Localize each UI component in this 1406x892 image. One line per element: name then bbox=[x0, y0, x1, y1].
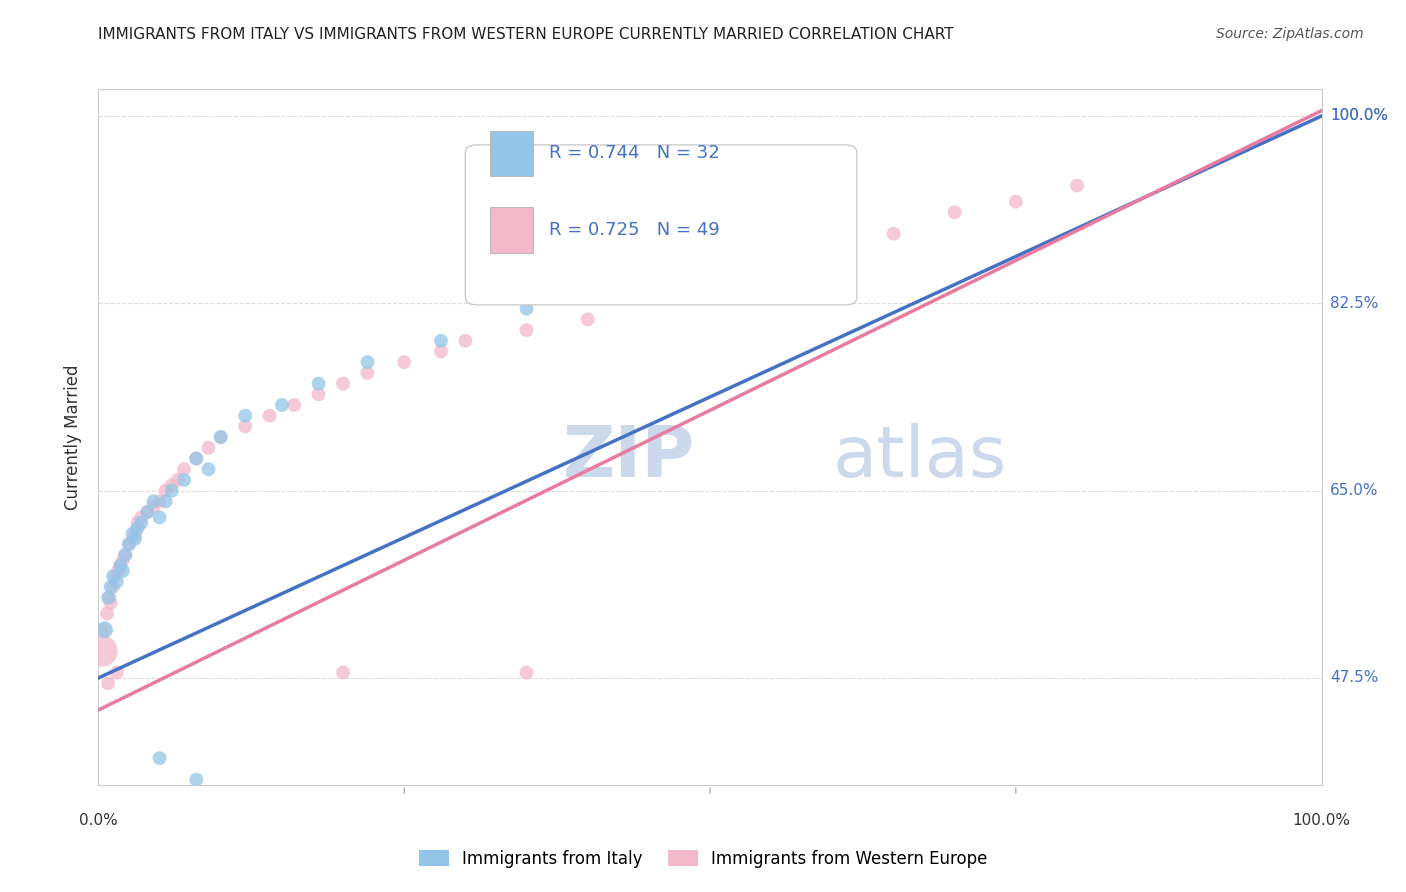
Point bbox=[356, 355, 378, 369]
Point bbox=[149, 494, 172, 508]
Point bbox=[124, 532, 146, 546]
Point bbox=[118, 537, 141, 551]
Point bbox=[97, 676, 120, 690]
Point bbox=[93, 623, 115, 637]
Point bbox=[160, 483, 183, 498]
Text: R = 0.725   N = 49: R = 0.725 N = 49 bbox=[548, 220, 720, 239]
Point bbox=[233, 419, 256, 434]
Point bbox=[516, 665, 538, 680]
Point bbox=[124, 526, 146, 541]
Point bbox=[209, 430, 232, 444]
Point bbox=[149, 751, 172, 765]
Point bbox=[105, 665, 128, 680]
Point bbox=[167, 473, 190, 487]
Point bbox=[100, 596, 122, 610]
Point bbox=[110, 558, 132, 573]
Point bbox=[516, 323, 538, 337]
Point bbox=[173, 462, 195, 476]
Text: 100.0%: 100.0% bbox=[1330, 109, 1388, 123]
Point bbox=[173, 473, 195, 487]
Point bbox=[155, 494, 177, 508]
Point bbox=[127, 521, 149, 535]
Point bbox=[821, 237, 844, 252]
Point bbox=[270, 398, 294, 412]
Point bbox=[197, 462, 219, 476]
Point bbox=[283, 398, 305, 412]
Text: 100.0%: 100.0% bbox=[1292, 813, 1351, 828]
Text: IMMIGRANTS FROM ITALY VS IMMIGRANTS FROM WESTERN EUROPE CURRENTLY MARRIED CORREL: IMMIGRANTS FROM ITALY VS IMMIGRANTS FROM… bbox=[98, 27, 955, 42]
Point bbox=[121, 526, 143, 541]
Point bbox=[114, 548, 136, 562]
Point bbox=[699, 269, 721, 284]
Point bbox=[186, 772, 208, 787]
Text: 47.5%: 47.5% bbox=[1330, 671, 1378, 685]
Point bbox=[136, 505, 159, 519]
Text: 0.0%: 0.0% bbox=[79, 813, 118, 828]
Text: Source: ZipAtlas.com: Source: ZipAtlas.com bbox=[1216, 27, 1364, 41]
Text: 65.0%: 65.0% bbox=[1330, 483, 1378, 498]
Point bbox=[111, 553, 134, 567]
Point bbox=[392, 355, 416, 369]
Text: ZIP: ZIP bbox=[564, 424, 696, 492]
Point bbox=[101, 569, 124, 583]
Point bbox=[197, 441, 219, 455]
Legend: Immigrants from Italy, Immigrants from Western Europe: Immigrants from Italy, Immigrants from W… bbox=[412, 844, 994, 875]
Point bbox=[259, 409, 281, 423]
Point bbox=[332, 665, 354, 680]
Point bbox=[454, 334, 477, 348]
Point bbox=[186, 451, 208, 466]
Text: R = 0.744   N = 32: R = 0.744 N = 32 bbox=[548, 145, 720, 162]
Point bbox=[114, 548, 136, 562]
Point bbox=[100, 580, 122, 594]
Point bbox=[98, 591, 121, 605]
Point bbox=[111, 564, 134, 578]
Point bbox=[600, 291, 623, 305]
Point bbox=[699, 269, 721, 284]
Point bbox=[761, 259, 783, 273]
Point bbox=[136, 505, 159, 519]
Point bbox=[883, 227, 905, 241]
FancyBboxPatch shape bbox=[489, 131, 533, 177]
Point bbox=[149, 510, 172, 524]
Point bbox=[96, 607, 118, 621]
Point bbox=[943, 205, 966, 219]
Point bbox=[121, 532, 143, 546]
Point bbox=[186, 451, 208, 466]
Point bbox=[430, 344, 453, 359]
Point bbox=[93, 623, 115, 637]
Point bbox=[308, 387, 330, 401]
Point bbox=[516, 301, 538, 316]
Point bbox=[576, 312, 599, 326]
Point bbox=[129, 516, 152, 530]
Point bbox=[118, 537, 141, 551]
Point bbox=[332, 376, 354, 391]
Point bbox=[308, 376, 330, 391]
Point bbox=[155, 483, 177, 498]
Point bbox=[430, 334, 453, 348]
Point bbox=[1004, 194, 1026, 209]
Text: atlas: atlas bbox=[832, 424, 1007, 492]
Point bbox=[160, 478, 183, 492]
Point bbox=[110, 558, 132, 573]
Point bbox=[101, 580, 124, 594]
Point bbox=[91, 644, 114, 658]
Point bbox=[233, 409, 256, 423]
Point bbox=[104, 569, 127, 583]
FancyBboxPatch shape bbox=[465, 145, 856, 305]
Point bbox=[356, 366, 378, 380]
Point bbox=[142, 500, 165, 514]
Point bbox=[1066, 178, 1088, 193]
Point bbox=[129, 510, 152, 524]
Point bbox=[107, 564, 129, 578]
Y-axis label: Currently Married: Currently Married bbox=[65, 364, 83, 510]
Point bbox=[209, 430, 232, 444]
Point bbox=[142, 494, 165, 508]
Point bbox=[97, 591, 120, 605]
Text: 82.5%: 82.5% bbox=[1330, 296, 1378, 310]
FancyBboxPatch shape bbox=[489, 208, 533, 252]
Text: 100.0%: 100.0% bbox=[1330, 109, 1388, 123]
Point bbox=[127, 516, 149, 530]
Point bbox=[105, 574, 128, 589]
Point bbox=[637, 291, 661, 305]
